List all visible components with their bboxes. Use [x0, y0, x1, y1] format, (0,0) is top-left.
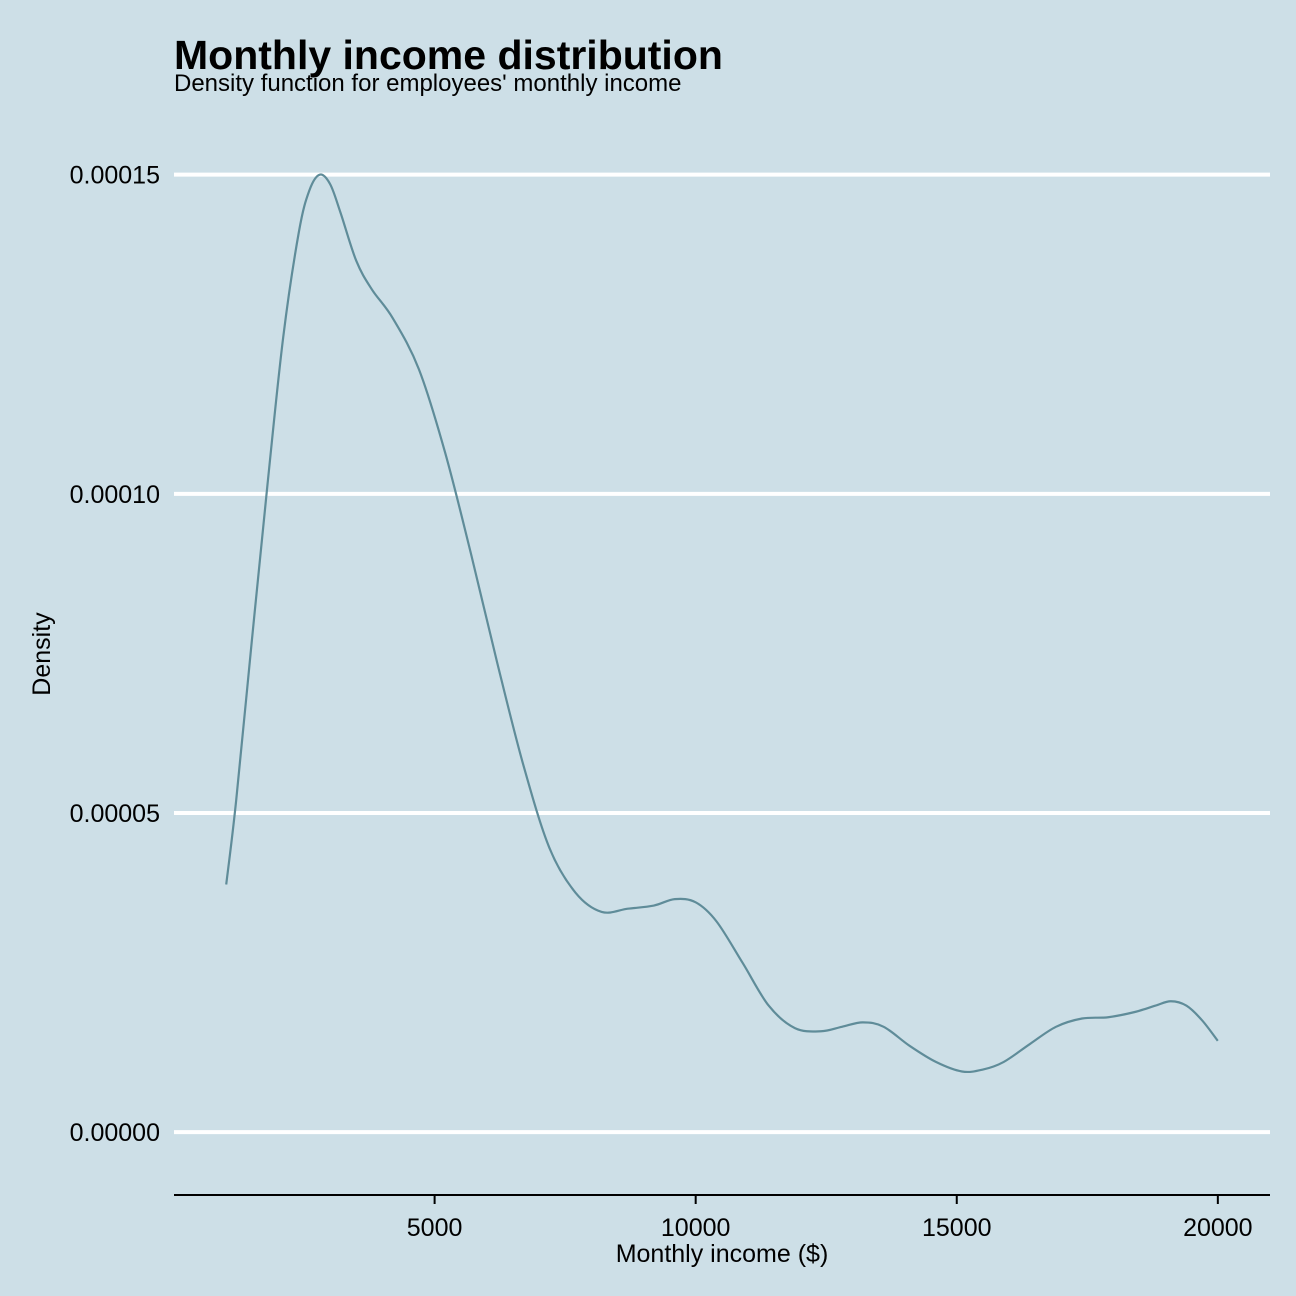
x-axis: 5000 10000 15000 20000 [174, 1194, 1270, 1242]
gridlines [174, 172, 1270, 1135]
x-tick-label-0: 5000 [407, 1214, 463, 1242]
x-tick-label-3: 20000 [1183, 1214, 1253, 1242]
chart-title: Monthly income distribution [174, 32, 723, 78]
y-tick-label-3: 0.00015 [70, 162, 160, 190]
density-series [225, 173, 1219, 1074]
density-line-0 [225, 173, 1219, 1074]
y-tick-label-1: 0.00005 [70, 800, 160, 828]
y-tick-label-0: 0.00000 [70, 1119, 160, 1147]
x-tick-label-1: 10000 [661, 1214, 731, 1242]
chart-subtitle: Density function for employees' monthly … [174, 70, 681, 97]
y-axis-tick-labels: 0.00000 0.00005 0.00010 0.00015 [70, 162, 160, 1147]
x-axis-label: Monthly income ($) [616, 1240, 829, 1268]
y-tick-label-2: 0.00010 [70, 481, 160, 509]
x-tick-label-2: 15000 [922, 1214, 992, 1242]
y-axis-label: Density [28, 612, 56, 696]
